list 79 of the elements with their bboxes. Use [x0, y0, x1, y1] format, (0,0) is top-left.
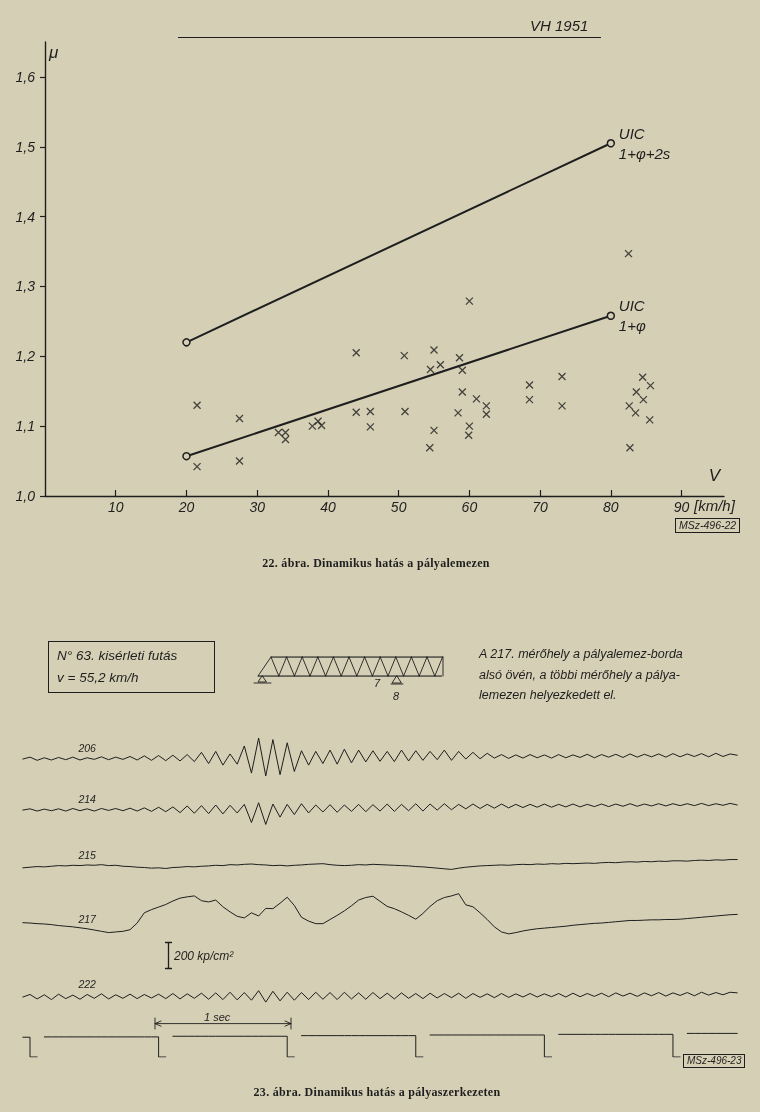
point — [436, 360, 445, 369]
chart-subtitle: VH 1951 — [530, 17, 589, 35]
point — [525, 395, 534, 404]
point — [624, 249, 633, 258]
x-tick-label: 20 — [177, 499, 195, 515]
y-tick-label: 1,0 — [15, 488, 36, 504]
point — [638, 373, 647, 382]
x-tick-label: 40 — [320, 499, 336, 515]
point — [400, 351, 409, 360]
series-label: 217 — [77, 912, 98, 925]
x-tick-label: 50 — [390, 499, 407, 515]
x-tick-label: 60 — [461, 499, 478, 515]
x-tick-label: 10 — [107, 499, 124, 515]
point — [606, 139, 616, 148]
y-tick-label: 1,1 — [15, 418, 35, 435]
x-tick-label: 90 — [673, 499, 690, 515]
point — [625, 401, 634, 411]
annotation: 200 kp/cm² — [174, 949, 234, 964]
point — [192, 462, 202, 471]
annotation: 1 sec — [204, 1010, 231, 1024]
point — [606, 311, 616, 321]
point — [400, 407, 410, 416]
point — [458, 366, 467, 375]
point — [182, 451, 191, 461]
point — [352, 408, 361, 417]
point — [366, 407, 375, 416]
point — [646, 381, 655, 390]
point — [557, 401, 567, 411]
y-tick-label: 1,6 — [15, 68, 36, 85]
y-tick-label: 1,4 — [15, 208, 36, 225]
point — [274, 428, 283, 437]
y-tick-label: 1,3 — [15, 278, 36, 295]
series-label: 206 — [77, 741, 97, 754]
point — [472, 394, 481, 404]
point — [458, 387, 467, 397]
y-tick-label: 1,2 — [15, 348, 36, 365]
series-label: UIC 1+φ — [618, 297, 646, 335]
text: 22. ábra. Dinamikus hatás a pályalemezen — [262, 556, 490, 571]
point — [645, 415, 654, 425]
text: N° 63. kisérleti futás v = 55,2 km/h — [48, 641, 215, 693]
text: MSz-496-22 — [675, 518, 741, 533]
point — [366, 422, 375, 431]
text: A 217. mérőhely a pályalemez-borda alsó övén, a többi mérőhely a pálya- lemezen helyezkedett el. — [479, 646, 683, 704]
point — [557, 372, 567, 381]
x-tick-label: 80 — [603, 499, 619, 515]
text: 7 — [374, 676, 381, 690]
x-tick-label: 30 — [249, 499, 266, 515]
series-label: 215 — [77, 848, 97, 861]
y-axis-title: μ — [48, 42, 59, 62]
point — [525, 380, 534, 390]
series-label: UIC 1+φ+2s — [618, 124, 671, 162]
point — [429, 345, 439, 355]
x-axis-title: V — [708, 466, 722, 485]
point — [235, 414, 244, 423]
x-tick-label: 70 — [532, 499, 549, 515]
point — [632, 387, 641, 397]
text: 23. ábra. Dinamikus hatás a pályaszerkezeten — [253, 1085, 501, 1100]
point — [639, 395, 648, 404]
point — [308, 422, 317, 431]
point — [352, 348, 361, 357]
point — [426, 365, 435, 374]
y-tick-label: 1,5 — [15, 138, 36, 155]
point — [313, 417, 323, 426]
text: 8 — [393, 689, 400, 703]
point — [429, 426, 439, 435]
point — [317, 421, 326, 430]
point — [625, 443, 635, 452]
point — [631, 408, 640, 418]
point — [235, 456, 244, 466]
text: [km/h] — [694, 497, 735, 515]
point — [455, 353, 464, 362]
series-label: 222 — [77, 978, 97, 991]
point — [465, 296, 474, 306]
point — [182, 338, 191, 347]
point — [425, 443, 434, 452]
series-label: 214 — [77, 792, 97, 805]
point — [453, 408, 463, 418]
annotation: MSz-496-23 — [683, 1054, 746, 1068]
point — [192, 401, 202, 410]
